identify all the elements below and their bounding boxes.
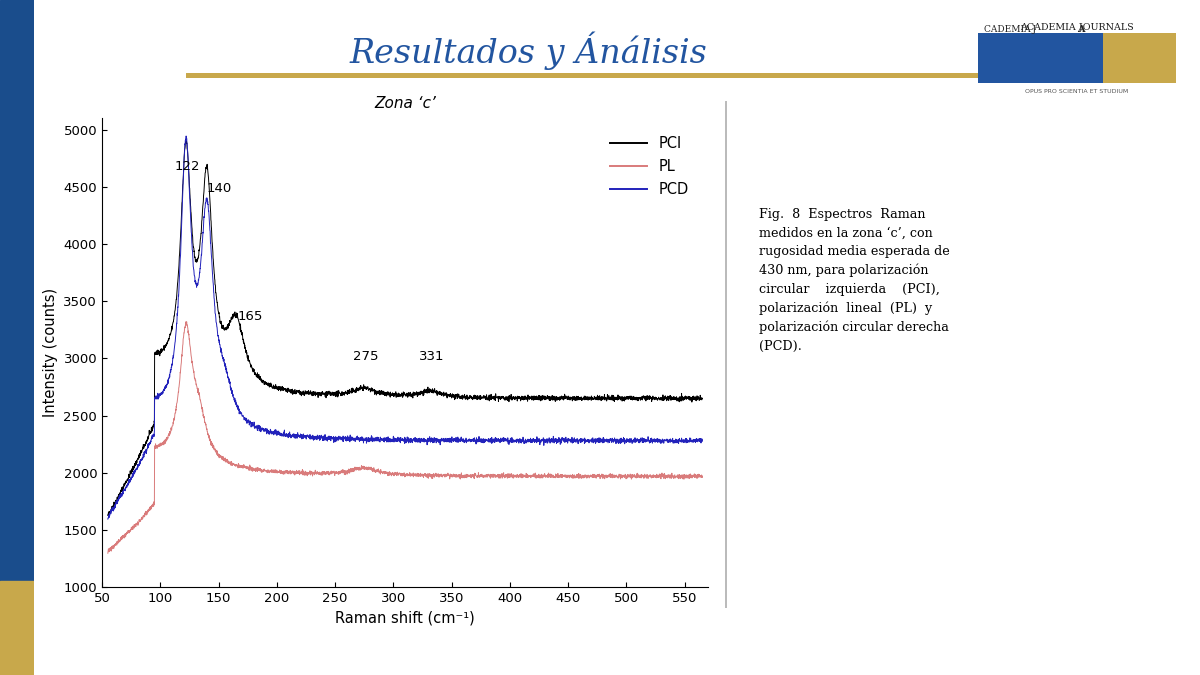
Text: CADEMIA J: CADEMIA J: [984, 25, 1036, 34]
Text: OPUS PRO SCIENTIA ET STUDIUM: OPUS PRO SCIENTIA ET STUDIUM: [1025, 89, 1129, 95]
Text: 122: 122: [174, 160, 199, 173]
Text: 140: 140: [206, 182, 232, 195]
Legend: PCI, PL, PCD: PCI, PL, PCD: [605, 130, 695, 202]
Bar: [0, 580, 34, 675]
Bar: [1103, 32, 1176, 84]
Text: Resultados y Ánálisis: Resultados y Ánálisis: [349, 31, 707, 70]
Bar: [978, 32, 1103, 84]
Text: 331: 331: [419, 350, 444, 363]
X-axis label: Raman shift (cm⁻¹): Raman shift (cm⁻¹): [335, 611, 475, 626]
Text: 275: 275: [353, 350, 378, 363]
Text: A: A: [1078, 25, 1085, 34]
Title: Zona ‘c’: Zona ‘c’: [374, 97, 436, 111]
Text: 165: 165: [238, 310, 263, 323]
Y-axis label: Intensity (counts): Intensity (counts): [43, 288, 58, 417]
Bar: [0, 0, 34, 580]
Text: Fig.  8  Espectros  Raman
medidos en la zona ‘c’, con
rugosidad media esperada d: Fig. 8 Espectros Raman medidos en la zon…: [758, 208, 949, 353]
Text: ACADEMIA JOURNALS: ACADEMIA JOURNALS: [1020, 23, 1134, 32]
